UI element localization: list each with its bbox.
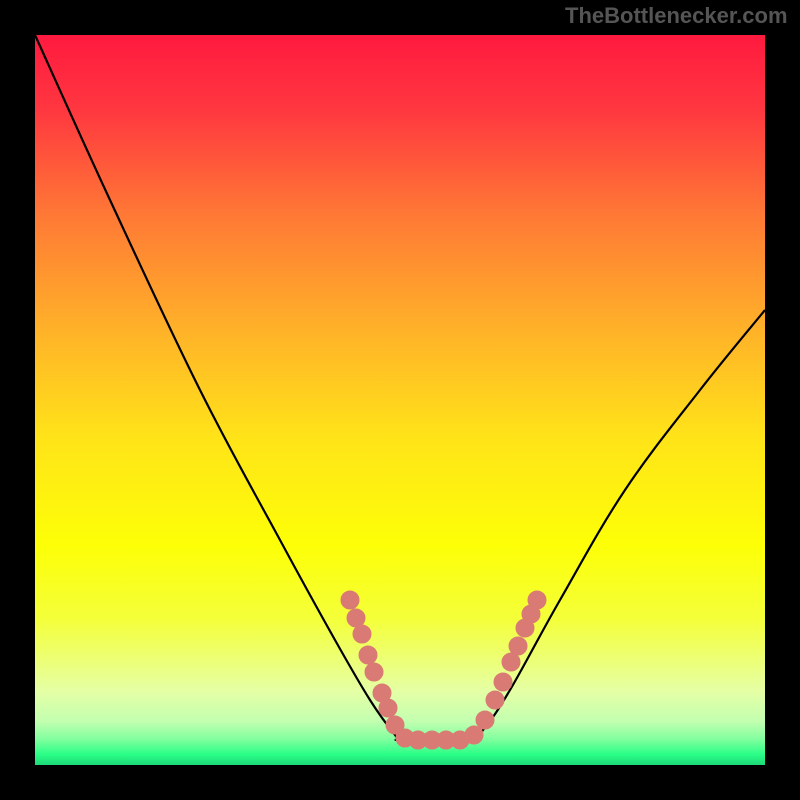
data-marker — [341, 591, 359, 609]
data-marker — [353, 625, 371, 643]
data-marker — [379, 699, 397, 717]
data-marker — [502, 653, 520, 671]
data-marker — [476, 711, 494, 729]
data-marker — [528, 591, 546, 609]
watermark-text: TheBottlenecker.com — [565, 3, 788, 29]
data-marker — [365, 663, 383, 681]
data-marker — [509, 637, 527, 655]
data-marker — [486, 691, 504, 709]
v-curve — [35, 35, 765, 741]
data-marker — [465, 726, 483, 744]
curve-layer — [0, 0, 800, 800]
data-marker — [347, 609, 365, 627]
data-marker — [494, 673, 512, 691]
data-marker — [359, 646, 377, 664]
